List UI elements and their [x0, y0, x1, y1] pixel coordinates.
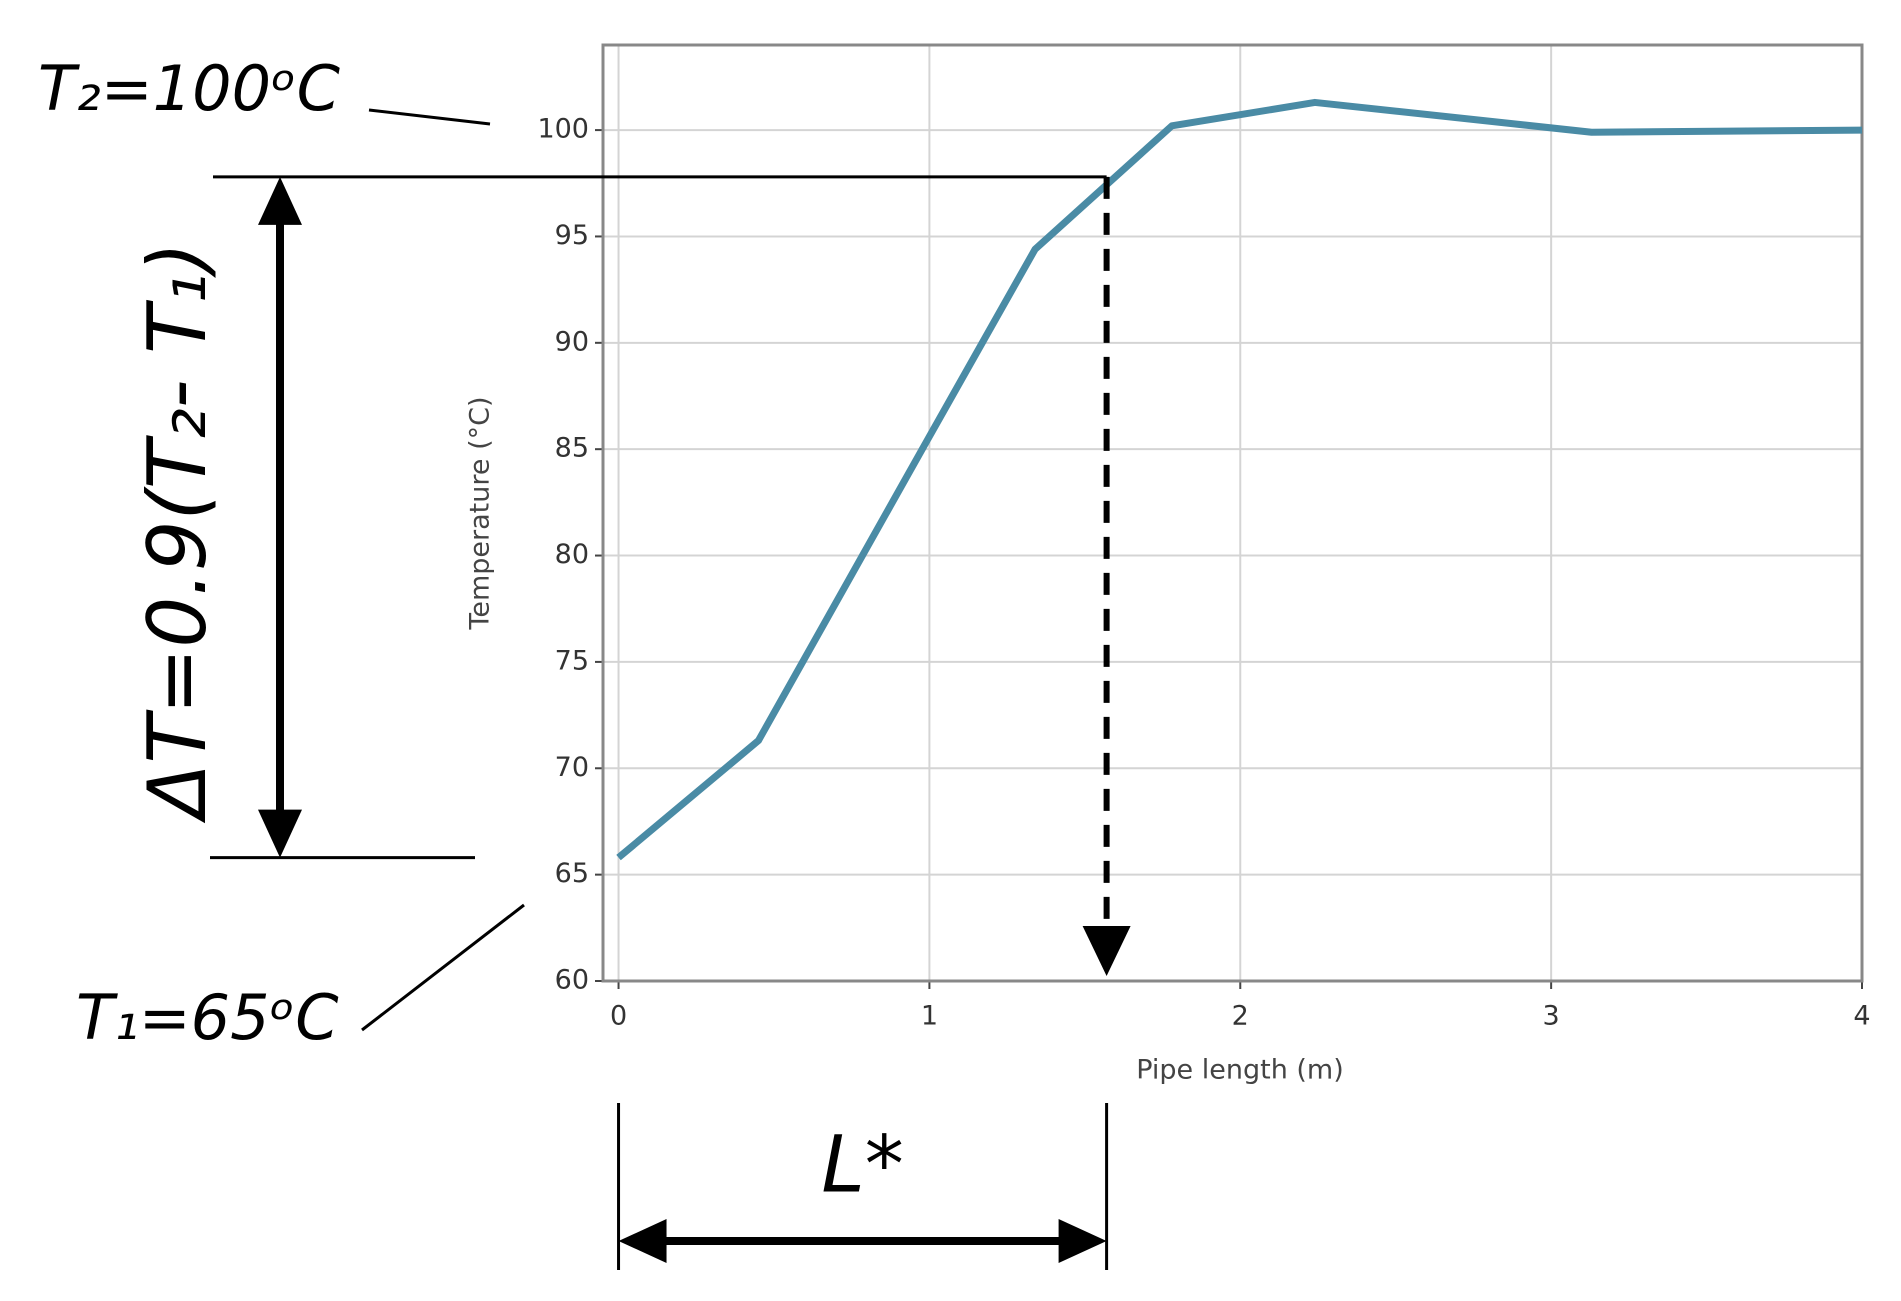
- x-tick-label: 4: [1853, 1001, 1870, 1032]
- leader-line: [361, 903, 525, 1032]
- y-axis-label: Temperature (°C): [465, 396, 496, 630]
- plot-frame: [601, 43, 1864, 983]
- x-tick-label: 0: [610, 1001, 627, 1032]
- arrowhead: [618, 1219, 667, 1263]
- y-tick-label: 90: [555, 326, 589, 357]
- y-tick-label: 80: [555, 539, 589, 570]
- l-star-annotation: L*: [821, 1120, 903, 1210]
- x-tick-label: 1: [921, 1001, 938, 1032]
- leader-line: [368, 108, 491, 126]
- arrowhead: [258, 809, 302, 858]
- x-tick-label: 3: [1543, 1001, 1560, 1032]
- y-tick-label: 65: [555, 858, 589, 889]
- y-tick-label: 95: [555, 220, 589, 251]
- x-tick-label: 2: [1232, 1001, 1249, 1032]
- y-tick-label: 70: [555, 752, 589, 783]
- arrowhead: [258, 176, 302, 225]
- data-line: [616, 98, 1863, 861]
- y-tick-label: 100: [537, 114, 589, 145]
- t2-annotation: T₂=100ᵒC: [38, 52, 341, 125]
- arrowhead: [1058, 1219, 1107, 1263]
- x-axis-label: Pipe length (m): [1136, 1055, 1344, 1086]
- delta-t-annotation: ΔT=0.9(T₂- T₁): [131, 242, 224, 824]
- y-tick-label: 85: [555, 433, 589, 464]
- y-tick-label: 60: [555, 965, 589, 996]
- arrowhead: [1082, 926, 1131, 976]
- t1-annotation: T₁=65ᵒC: [76, 981, 339, 1054]
- y-tick-label: 75: [555, 645, 589, 676]
